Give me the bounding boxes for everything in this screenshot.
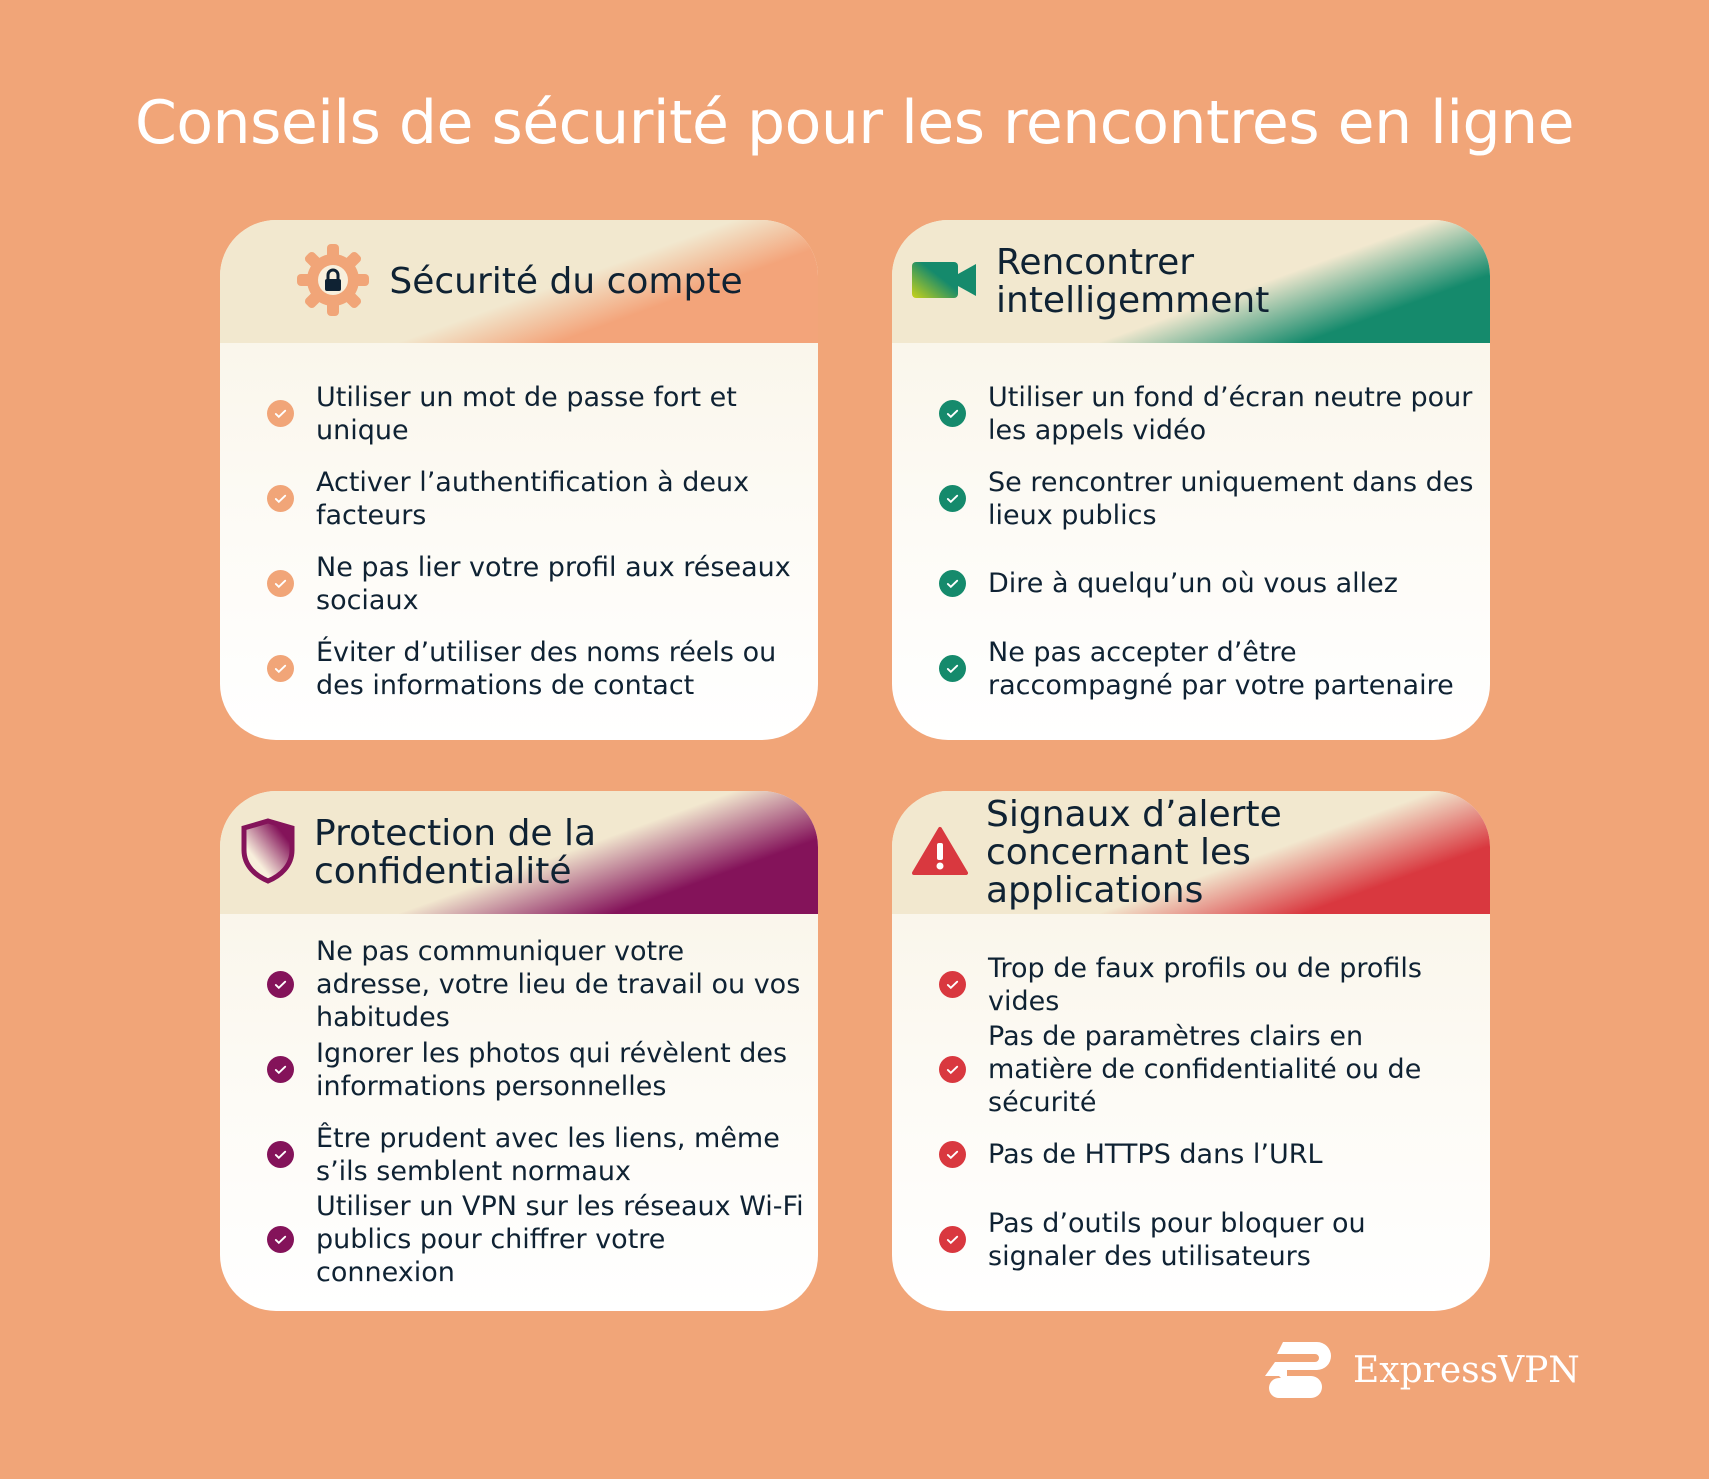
check-icon (267, 971, 294, 998)
check-icon (939, 1056, 966, 1083)
card-account-security: Sécurité du compte Utiliser un mot de pas… (220, 220, 818, 740)
check-icon (939, 1141, 966, 1168)
list-item: Se rencontrer uniquement dans des lieux … (939, 456, 1476, 541)
tip-text: Ne pas lier votre profil aux réseaux soc… (316, 551, 791, 616)
check-icon (267, 1056, 294, 1083)
check-icon (267, 1226, 294, 1253)
card-title: Protection de la confidentialité (314, 812, 597, 892)
tips-list: Ne pas communiquer votre adresse, votre … (220, 914, 818, 1288)
tip-text: Pas de HTTPS dans l’URL (988, 1139, 1323, 1170)
list-item: Pas de HTTPS dans l’URL (939, 1112, 1476, 1197)
tip-text: Se rencontrer uniquement dans des lieux … (988, 466, 1474, 531)
check-icon (267, 655, 294, 682)
tip-text: Être prudent avec les liens, même s’ils … (316, 1122, 780, 1187)
card-app-red-flags: Signaux d’alerte concernant les applicat… (892, 791, 1490, 1311)
check-icon (939, 971, 966, 998)
card-title: Rencontrer intelligemment (996, 241, 1270, 321)
expressvpn-logo-icon (1265, 1342, 1331, 1398)
card-header: Signaux d’alerte concernant les applicat… (892, 791, 1490, 914)
check-icon (267, 1141, 294, 1168)
page-title: Conseils de sécurité pour les rencontres… (134, 88, 1575, 158)
card-header: Rencontrer intelligemment (892, 220, 1490, 343)
tips-list: Utiliser un fond d’écran neutre pour les… (892, 343, 1490, 711)
list-item: Dire à quelqu’un où vous allez (939, 541, 1476, 626)
tip-text: Éviter d’utiliser des noms réels ou des … (316, 636, 777, 701)
list-item: Ignorer les photos qui révèlent des info… (267, 1027, 804, 1112)
check-icon (939, 1226, 966, 1253)
list-item: Ne pas accepter d’être raccompagné par v… (939, 626, 1476, 711)
tip-text: Dire à quelqu’un où vous allez (988, 568, 1398, 599)
video-camera-icon (912, 258, 978, 306)
check-icon (939, 570, 966, 597)
tip-text: Pas de paramètres clairs en matière de c… (988, 1021, 1422, 1118)
list-item: Pas de paramètres clairs en matière de c… (939, 1021, 1476, 1118)
tip-text: Utiliser un mot de passe fort et unique (316, 381, 737, 446)
tip-text: Utiliser un fond d’écran neutre pour les… (988, 381, 1473, 446)
gear-lock-icon (295, 242, 371, 322)
check-icon (267, 570, 294, 597)
card-header: Protection de la confidentialité (220, 791, 818, 914)
list-item: Éviter d’utiliser des noms réels ou des … (267, 626, 804, 711)
card-privacy-protection: Protection de la confidentialité Ne pas c… (220, 791, 818, 1311)
card-title: Sécurité du compte (389, 260, 743, 302)
list-item: Utiliser un VPN sur les réseaux Wi-Fi pu… (267, 1191, 804, 1288)
card-meet-smart: Rencontrer intelligemment Utiliser un fon… (892, 220, 1490, 740)
tips-list: Utiliser un mot de passe fort et unique A… (220, 343, 818, 711)
check-icon (939, 400, 966, 427)
expressvpn-logo: ExpressVPN (1263, 1340, 1580, 1400)
warning-icon (912, 826, 968, 880)
brand-name: ExpressVPN (1353, 1349, 1580, 1391)
list-item: Être prudent avec les liens, même s’ils … (267, 1112, 804, 1197)
tip-text: Ignorer les photos qui révèlent des info… (316, 1037, 788, 1102)
tips-list: Trop de faux profils ou de profils vides… (892, 914, 1490, 1282)
check-icon (939, 655, 966, 682)
list-item: Pas d’outils pour bloquer ou signaler de… (939, 1197, 1476, 1282)
list-item: Utiliser un fond d’écran neutre pour les… (939, 371, 1476, 456)
list-item: Utiliser un mot de passe fort et unique (267, 371, 804, 456)
list-item: Trop de faux profils ou de profils vides (939, 942, 1476, 1027)
tip-text: Pas d’outils pour bloquer ou signaler de… (988, 1207, 1366, 1272)
check-icon (939, 485, 966, 512)
shield-icon (240, 817, 296, 888)
check-icon (267, 400, 294, 427)
card-header: Sécurité du compte (220, 220, 818, 343)
list-item: Activer l’authentification à deux facteu… (267, 456, 804, 541)
tip-text: Ne pas accepter d’être raccompagné par v… (988, 636, 1454, 701)
tip-text: Activer l’authentification à deux facteu… (316, 466, 750, 531)
list-item: Ne pas communiquer votre adresse, votre … (267, 936, 804, 1033)
list-item: Ne pas lier votre profil aux réseaux soc… (267, 541, 804, 626)
check-icon (267, 485, 294, 512)
tip-text: Ne pas communiquer votre adresse, votre … (316, 936, 801, 1033)
tip-text: Utiliser un VPN sur les réseaux Wi-Fi pu… (316, 1191, 804, 1288)
card-title: Signaux d’alerte concernant les applicat… (986, 793, 1282, 911)
tip-text: Trop de faux profils ou de profils vides (988, 952, 1422, 1017)
